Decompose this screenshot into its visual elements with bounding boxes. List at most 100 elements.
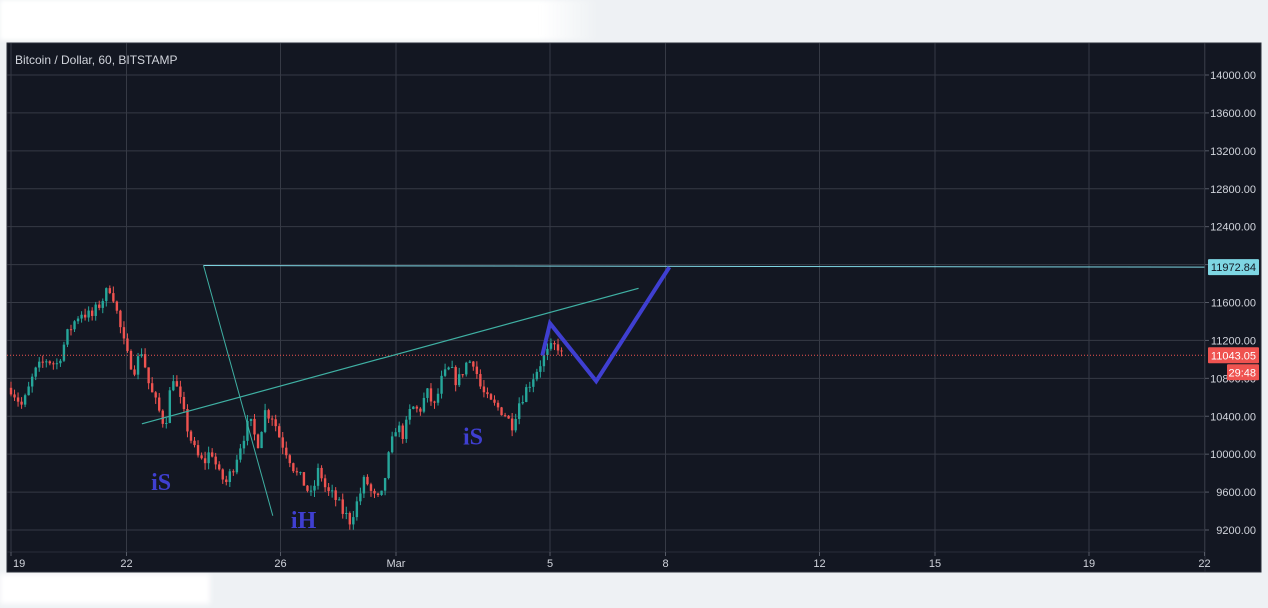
- time-axis[interactable]: 19 22 26 Mar 5 8 12 15 19 22: [10, 552, 1211, 570]
- time-tick-label: 8: [662, 558, 668, 570]
- candle-down: [415, 406, 419, 409]
- candle-up: [468, 361, 471, 363]
- time-tick-label: 12: [813, 558, 825, 570]
- candle-down: [214, 456, 217, 465]
- time-tick-label: 26: [274, 558, 286, 570]
- candle-down: [200, 455, 203, 459]
- candle-up: [546, 348, 549, 356]
- candle-up: [172, 381, 175, 391]
- candle-up: [426, 388, 429, 398]
- candle-down: [48, 361, 52, 364]
- candle-up: [330, 490, 334, 492]
- candle-down: [129, 351, 133, 370]
- candle-down: [122, 327, 126, 339]
- candle-down: [288, 455, 292, 464]
- current-price-badge: [1208, 347, 1259, 364]
- candle-down: [461, 374, 464, 376]
- candle-up: [316, 467, 320, 486]
- candle-down: [320, 467, 323, 479]
- candle-down: [41, 361, 44, 363]
- candle-up: [440, 375, 443, 394]
- candle-down: [281, 437, 284, 448]
- candle-down: [90, 310, 94, 316]
- neckline: [141, 287, 639, 425]
- candle-down: [13, 394, 16, 398]
- candle-down: [323, 478, 327, 488]
- candle-down: [108, 288, 112, 294]
- candle-up: [412, 406, 415, 410]
- time-tick-label: 19: [13, 558, 25, 570]
- candle-up: [447, 367, 450, 370]
- candle-up: [45, 361, 48, 363]
- candle-down: [196, 445, 200, 456]
- candle-down: [225, 479, 228, 482]
- candle-up: [362, 476, 366, 494]
- candle-up: [518, 403, 521, 419]
- pattern-label: iS: [151, 470, 171, 496]
- candle-down: [489, 394, 493, 400]
- blurred-header: [0, 0, 600, 40]
- candle-down: [295, 471, 299, 473]
- candle-down: [143, 354, 147, 368]
- candle-down: [327, 487, 330, 492]
- candle-up: [313, 485, 316, 491]
- candle-down: [221, 469, 224, 480]
- candle-up: [260, 431, 263, 449]
- candle-down: [203, 458, 207, 464]
- candle-down: [193, 440, 196, 446]
- price-axis[interactable]: 14000.00 13600.00 13200.00 12800.00 12400.00…: [1205, 70, 1259, 537]
- candle-up: [422, 397, 426, 412]
- candle-down: [154, 392, 157, 398]
- candle-down: [98, 304, 101, 308]
- candle-down: [503, 415, 507, 417]
- candle-up: [27, 386, 30, 396]
- candle-up: [383, 478, 387, 491]
- candle-up: [532, 379, 535, 387]
- candle-up: [525, 387, 528, 402]
- candle-up: [136, 356, 140, 375]
- candle-down: [150, 383, 154, 393]
- candle-down: [486, 392, 489, 395]
- time-tick-label: 5: [547, 558, 553, 570]
- candle-up: [514, 418, 517, 431]
- candle-up: [359, 493, 362, 502]
- candle-down: [479, 374, 482, 387]
- candle-up: [387, 452, 390, 479]
- candle-down: [560, 350, 563, 352]
- candle-up: [105, 288, 108, 302]
- candle-up: [55, 363, 59, 365]
- candle-down: [366, 476, 369, 485]
- candle-up: [549, 343, 553, 349]
- candle-up: [458, 374, 461, 386]
- blurred-footer: [0, 574, 210, 604]
- candle-up: [59, 360, 62, 364]
- candle-down: [20, 401, 23, 405]
- candle-down: [401, 425, 404, 439]
- candle-up: [87, 310, 90, 318]
- measure-line: [203, 265, 274, 516]
- candle-down: [376, 493, 380, 495]
- countdown-badge: [1227, 364, 1259, 381]
- price-tick-label: 13200.00: [1210, 146, 1256, 158]
- time-tick-label: 22: [120, 558, 132, 570]
- candle-up: [394, 432, 397, 437]
- candle-down: [454, 367, 457, 386]
- candle-up: [80, 314, 83, 319]
- candle-up: [345, 513, 348, 515]
- candle-up: [380, 490, 383, 495]
- time-tick-label: 15: [929, 558, 941, 570]
- candle-down: [112, 293, 115, 302]
- time-tick-label: 22: [1198, 558, 1210, 570]
- candle-down: [553, 343, 556, 345]
- candle-down: [302, 472, 306, 486]
- candle-down: [218, 464, 221, 470]
- price-tick-label: 9200.00: [1216, 525, 1256, 537]
- candle-up: [398, 425, 401, 433]
- candle-down: [419, 408, 422, 412]
- candle-down: [210, 452, 214, 457]
- candle-up: [535, 371, 539, 380]
- candle-down: [510, 418, 514, 431]
- candle-up: [528, 386, 531, 388]
- candle-down: [253, 418, 256, 435]
